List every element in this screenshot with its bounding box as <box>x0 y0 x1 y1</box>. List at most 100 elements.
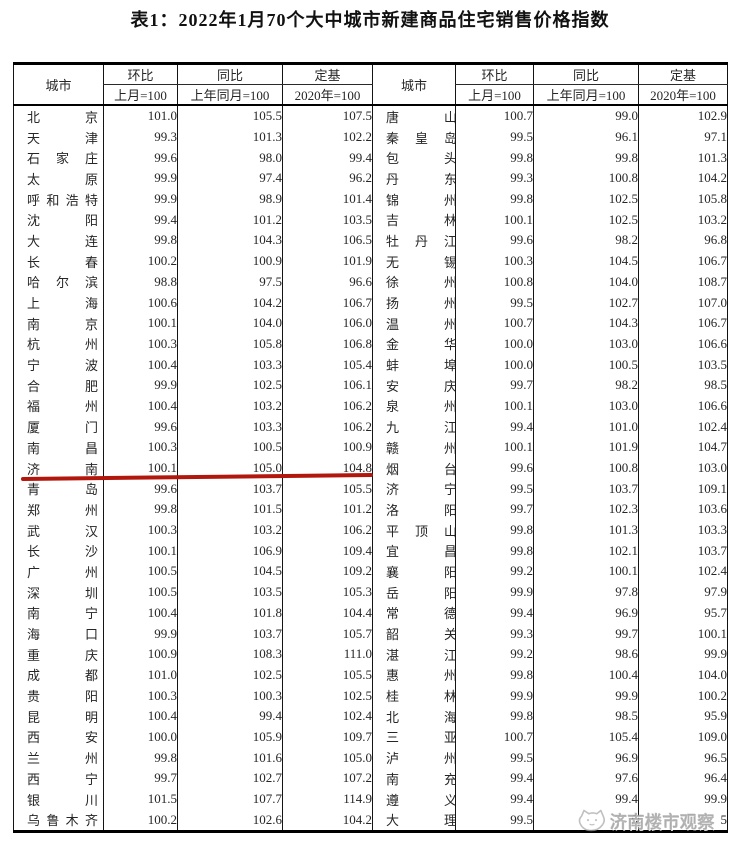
yoy-value: 100.4 <box>533 664 639 686</box>
table-row: 青岛 99.6 103.7 105.5 济宁 99.5 103.7 109.1 <box>13 478 728 500</box>
city-cell: 泸州 <box>372 747 456 768</box>
fixed-base-value: 5 <box>638 809 728 832</box>
yoy-value: 104.5 <box>177 561 283 582</box>
city-name: 桂林 <box>386 689 456 705</box>
city-cell: 泉州 <box>372 395 456 417</box>
city-name: 吉林 <box>386 213 456 229</box>
yoy-value: 99.8 <box>533 147 639 169</box>
mom-value: 100.8 <box>455 271 534 293</box>
city-cell: 湛江 <box>372 643 456 665</box>
fixed-base-value: 99.9 <box>638 643 728 665</box>
fixed-base-value: 102.4 <box>282 705 373 727</box>
city-name: 牡丹江 <box>386 233 456 249</box>
fixed-base-value: 101.4 <box>282 188 373 210</box>
table-row: 长沙 100.1 106.9 109.4 宜昌 99.8 102.1 103.7 <box>13 540 728 562</box>
fixed-base-value: 107.5 <box>282 105 373 127</box>
mom-value: 100.6 <box>103 292 178 313</box>
city-name: 大理 <box>386 813 456 829</box>
yoy-value: 98.9 <box>177 188 283 210</box>
city-name: 乌鲁木齐 <box>27 813 98 829</box>
city-name: 长沙 <box>27 544 98 560</box>
fixed-base-value: 96.2 <box>282 168 373 189</box>
table-row: 哈尔滨 98.8 97.5 96.6 徐州 100.8 104.0 108.7 <box>13 271 728 293</box>
yoy-value: 98.2 <box>533 230 639 251</box>
mom-value: 99.4 <box>103 209 178 231</box>
yoy-value: 103.7 <box>177 623 283 644</box>
mom-value: 99.2 <box>455 643 534 665</box>
mom-value: 99.7 <box>455 374 534 396</box>
yoy-value: 96.1 <box>533 126 639 148</box>
city-name: 湛江 <box>386 647 456 663</box>
fixed-base-value: 104.4 <box>282 602 373 624</box>
yoy-value: 98.2 <box>533 374 639 396</box>
city-name: 宁波 <box>27 358 98 374</box>
city-cell: 福州 <box>13 395 104 417</box>
mom-value: 100.5 <box>103 581 178 603</box>
city-name: 九江 <box>386 420 456 436</box>
yoy-value: 99.4 <box>177 705 283 727</box>
table-row: 西安 100.0 105.9 109.7 三亚 100.7 105.4 109.0 <box>13 726 728 748</box>
city-name: 烟台 <box>386 461 456 477</box>
mom-value: 100.3 <box>103 333 178 355</box>
city-cell: 成都 <box>13 664 104 686</box>
yoy-value: 101.3 <box>177 126 283 148</box>
fixed-base-value: 95.7 <box>638 602 728 624</box>
fixed-base-value: 106.1 <box>282 374 373 396</box>
city-name: 大连 <box>27 233 98 249</box>
yoy-value: 101.0 <box>533 416 639 437</box>
table-row: 广州 100.5 104.5 109.2 襄阳 99.2 100.1 102.4 <box>13 561 728 582</box>
city-name: 太原 <box>27 171 98 187</box>
mom-value: 100.3 <box>103 519 178 541</box>
city-name: 平顶山 <box>386 523 456 539</box>
city-name: 石家庄 <box>27 151 98 167</box>
city-cell: 秦皇岛 <box>372 126 456 148</box>
mom-value: 100.1 <box>103 312 178 334</box>
city-cell: 平顶山 <box>372 519 456 541</box>
fixed-base-value: 98.5 <box>638 374 728 396</box>
city-name: 成都 <box>27 668 98 684</box>
yoy-value: 104.3 <box>177 230 283 251</box>
header-yoy-base-right: 上年同月=100 <box>533 84 639 106</box>
city-name: 温州 <box>386 316 456 332</box>
city-cell: 哈尔滨 <box>13 271 104 293</box>
fixed-base-value: 97.9 <box>638 581 728 603</box>
yoy-value: 105.5 <box>177 105 283 127</box>
header-fixed-base-left: 2020年=100 <box>282 84 373 106</box>
city-cell: 温州 <box>372 312 456 334</box>
header-mom-right: 环比 <box>455 63 534 85</box>
table-row: 成都 101.0 102.5 105.5 惠州 99.8 100.4 104.0 <box>13 664 728 686</box>
city-name: 南宁 <box>27 606 98 622</box>
yoy-value: 106.9 <box>177 540 283 562</box>
fixed-base-value: 106.2 <box>282 416 373 437</box>
header-row-bases: 上月=100 上年同月=100 2020年=100 上月=100 上年同月=10… <box>14 84 728 106</box>
table-row: 昆明 100.4 99.4 102.4 北海 99.8 98.5 95.9 <box>13 705 728 727</box>
fixed-base-value: 106.0 <box>282 312 373 334</box>
table-header: 城市 环比 同比 定基 城市 环比 同比 定基 上月=100 上年同月=100 … <box>13 63 728 106</box>
fixed-base-value: 109.2 <box>282 561 373 582</box>
table-row: 长春 100.2 100.9 101.9 无锡 100.3 104.5 106.7 <box>13 250 728 272</box>
fixed-base-value: 105.0 <box>282 747 373 768</box>
city-name: 沈阳 <box>27 213 98 229</box>
yoy-value: 100.3 <box>177 685 283 706</box>
city-name: 惠州 <box>386 668 456 684</box>
header-mom-base-left: 上月=100 <box>103 84 178 106</box>
yoy-value: 102.3 <box>533 499 639 520</box>
city-cell: 贵阳 <box>13 685 104 706</box>
yoy-value: 9 <box>533 809 639 832</box>
city-name: 广州 <box>27 564 98 580</box>
city-name: 泉州 <box>386 399 456 415</box>
city-cell: 徐州 <box>372 271 456 293</box>
city-name: 唐山 <box>386 109 456 125</box>
city-cell: 桂林 <box>372 685 456 706</box>
mom-value: 99.4 <box>455 602 534 624</box>
city-cell: 上海 <box>13 292 104 313</box>
mom-value: 99.6 <box>103 478 178 500</box>
fixed-base-value: 106.5 <box>282 230 373 251</box>
yoy-value: 103.2 <box>177 395 283 417</box>
yoy-value: 103.7 <box>533 478 639 500</box>
yoy-value: 103.5 <box>177 581 283 603</box>
yoy-value: 101.9 <box>533 437 639 458</box>
city-name: 洛阳 <box>386 502 456 518</box>
city-cell: 锦州 <box>372 188 456 210</box>
city-cell: 天津 <box>13 126 104 148</box>
